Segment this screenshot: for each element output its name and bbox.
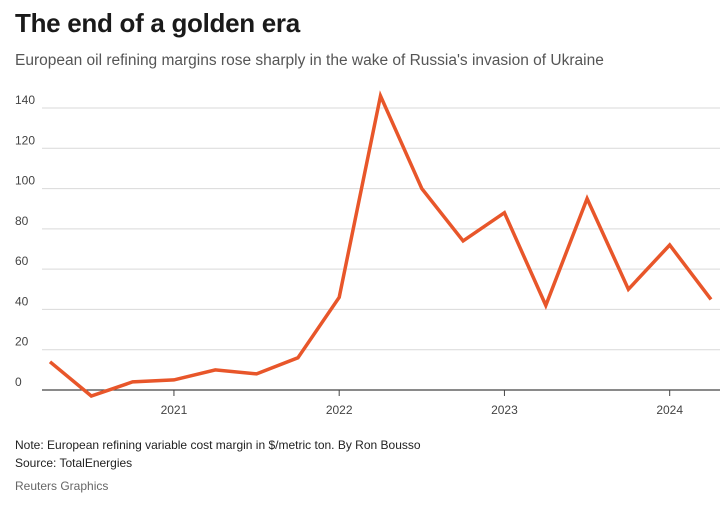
gridlines xyxy=(42,107,720,391)
y-tick-label: 80 xyxy=(15,214,29,228)
x-axis-ticks: 2021 2022 2023 2024 xyxy=(161,390,683,417)
y-tick-label: 120 xyxy=(15,133,35,147)
chart-source: Source: TotalEnergies xyxy=(15,456,133,470)
y-tick-label: 0 xyxy=(15,375,22,389)
y-tick-label: 140 xyxy=(15,93,35,107)
chart-title: The end of a golden era xyxy=(15,8,300,38)
chart-credit: Reuters Graphics xyxy=(15,479,109,493)
y-tick-label: 100 xyxy=(15,174,35,188)
x-tick-label: 2024 xyxy=(656,403,683,417)
chart-subtitle: European oil refining margins rose sharp… xyxy=(15,52,604,69)
y-tick-label: 60 xyxy=(15,254,29,268)
series-line xyxy=(48,90,713,398)
line-chart: 0 20 40 60 80 100 120 140 2021 2022 2023 2024 xyxy=(15,90,720,417)
y-axis-ticks: 0 20 40 60 80 100 120 140 xyxy=(15,93,35,389)
chart-note: Note: European refining variable cost ma… xyxy=(15,438,421,452)
x-tick-label: 2021 xyxy=(161,403,188,417)
y-tick-label: 40 xyxy=(15,294,29,308)
y-tick-label: 20 xyxy=(15,335,29,349)
x-tick-label: 2023 xyxy=(491,403,518,417)
x-tick-label: 2022 xyxy=(326,403,353,417)
series-layer xyxy=(48,90,713,398)
